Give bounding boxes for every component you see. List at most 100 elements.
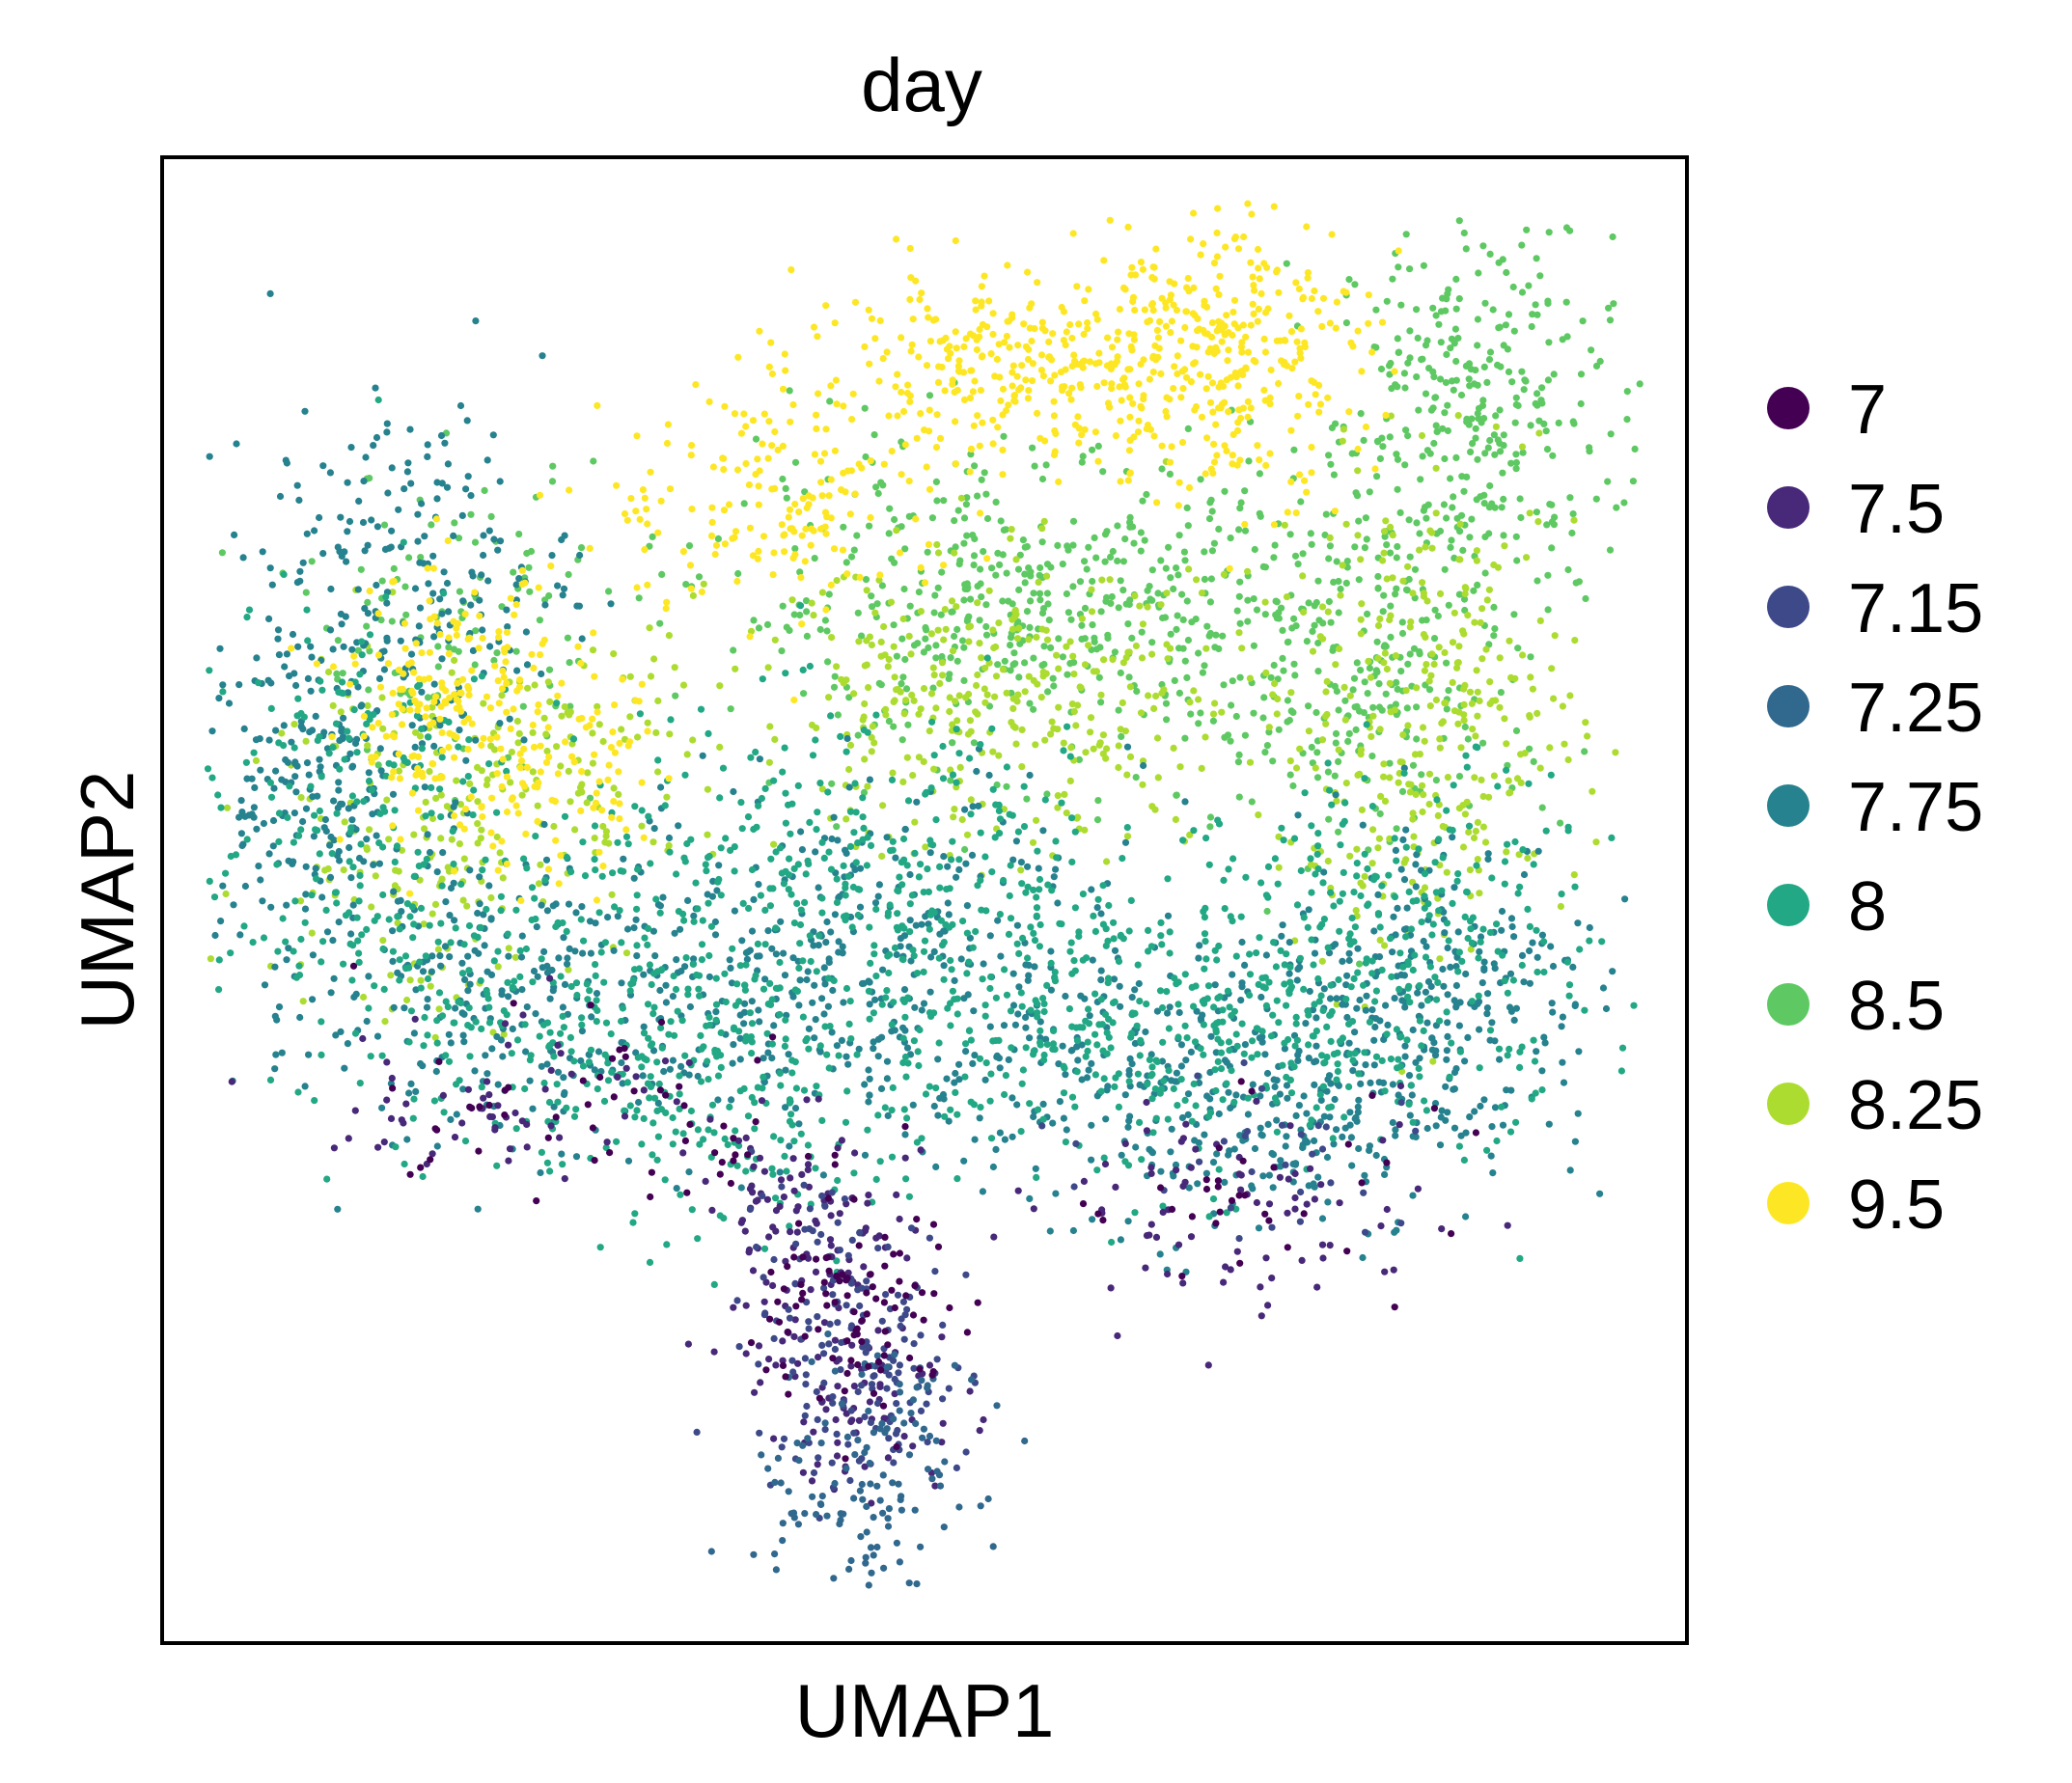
scatter-point — [1314, 639, 1322, 647]
scatter-point — [1460, 487, 1468, 495]
scatter-point — [566, 945, 573, 953]
scatter-point — [877, 479, 885, 486]
scatter-point — [1054, 899, 1062, 907]
scatter-point — [760, 1073, 767, 1081]
scatter-point — [1341, 716, 1349, 724]
scatter-point — [1185, 1184, 1193, 1192]
scatter-point — [445, 644, 453, 651]
scatter-point — [1068, 814, 1076, 822]
scatter-point — [361, 605, 369, 613]
scatter-point — [278, 729, 286, 737]
scatter-point — [1441, 648, 1449, 657]
scatter-point — [1313, 749, 1321, 756]
scatter-point — [1543, 446, 1552, 453]
scatter-point — [1488, 1019, 1496, 1027]
scatter-point — [647, 1042, 655, 1050]
scatter-point — [1195, 649, 1202, 657]
scatter-point — [1001, 657, 1008, 665]
scatter-point — [1170, 1172, 1177, 1180]
scatter-point — [301, 905, 310, 913]
scatter-point — [1446, 1073, 1453, 1081]
scatter-point — [900, 856, 908, 864]
scatter-point — [565, 966, 572, 974]
scatter-point — [1429, 1057, 1437, 1065]
scatter-point — [1275, 864, 1283, 871]
scatter-point — [867, 959, 874, 968]
scatter-point — [1249, 1185, 1257, 1193]
scatter-point — [1033, 816, 1040, 824]
scatter-point — [1586, 923, 1593, 932]
scatter-point — [796, 920, 805, 929]
scatter-point — [327, 989, 335, 997]
scatter-point — [1078, 621, 1086, 629]
scatter-point — [391, 858, 399, 866]
scatter-point — [1490, 632, 1498, 640]
scatter-point — [633, 905, 641, 913]
scatter-point — [1078, 615, 1086, 622]
scatter-point — [1132, 642, 1140, 650]
scatter-point — [1322, 688, 1330, 696]
scatter-point — [299, 559, 307, 566]
scatter-point — [272, 727, 280, 734]
scatter-point — [1474, 856, 1481, 864]
series-8-25-points — [207, 412, 1619, 1076]
scatter-point — [1007, 915, 1015, 922]
scatter-point — [423, 855, 430, 864]
scatter-point — [938, 659, 947, 667]
scatter-point — [589, 759, 597, 767]
scatter-point — [1629, 478, 1637, 485]
scatter-point — [311, 527, 318, 535]
scatter-point — [329, 645, 337, 653]
scatter-point — [1564, 755, 1572, 764]
scatter-point — [1584, 732, 1591, 740]
scatter-point — [1380, 659, 1388, 667]
scatter-point — [1393, 1226, 1400, 1234]
scatter-point — [1181, 798, 1189, 806]
scatter-point — [1575, 1048, 1583, 1056]
scatter-point — [889, 837, 897, 845]
scatter-point — [992, 498, 1000, 507]
scatter-point — [901, 655, 909, 664]
scatter-point — [989, 785, 997, 793]
scatter-point — [927, 630, 936, 638]
scatter-point — [997, 952, 1005, 960]
scatter-point — [483, 776, 491, 783]
scatter-point — [474, 909, 482, 918]
scatter-point — [1194, 1180, 1202, 1188]
scatter-point — [1064, 671, 1071, 678]
scatter-point — [1609, 968, 1616, 975]
scatter-point — [1309, 759, 1316, 767]
scatter-point — [835, 938, 843, 946]
scatter-point — [1001, 1136, 1008, 1143]
scatter-point — [618, 1058, 625, 1067]
scatter-point — [815, 884, 822, 892]
scatter-point — [1221, 733, 1229, 741]
scatter-point — [1039, 668, 1047, 676]
scatter-point — [349, 864, 357, 871]
scatter-point — [1526, 946, 1533, 955]
scatter-point — [565, 767, 572, 776]
scatter-point — [1257, 1124, 1264, 1132]
scatter-point — [947, 777, 954, 784]
scatter-point — [1273, 710, 1281, 718]
scatter-point — [1213, 956, 1221, 964]
scatter-point — [344, 528, 351, 535]
scatter-point — [790, 864, 798, 873]
scatter-point — [1503, 848, 1510, 856]
scatter-point — [1277, 946, 1285, 955]
scatter-point — [572, 979, 581, 987]
scatter-point — [1375, 835, 1383, 842]
scatter-point — [755, 1006, 762, 1014]
scatter-point — [926, 849, 934, 857]
scatter-point — [449, 827, 456, 836]
scatter-point — [1043, 981, 1051, 989]
scatter-point — [591, 822, 599, 830]
scatter-point — [649, 838, 657, 846]
scatter-point — [865, 1098, 872, 1106]
scatter-point — [1506, 1003, 1514, 1011]
scatter-point — [494, 947, 502, 955]
scatter-point — [978, 593, 985, 601]
scatter-point — [906, 917, 914, 924]
scatter-point — [1423, 661, 1430, 669]
scatter-point — [394, 897, 401, 905]
